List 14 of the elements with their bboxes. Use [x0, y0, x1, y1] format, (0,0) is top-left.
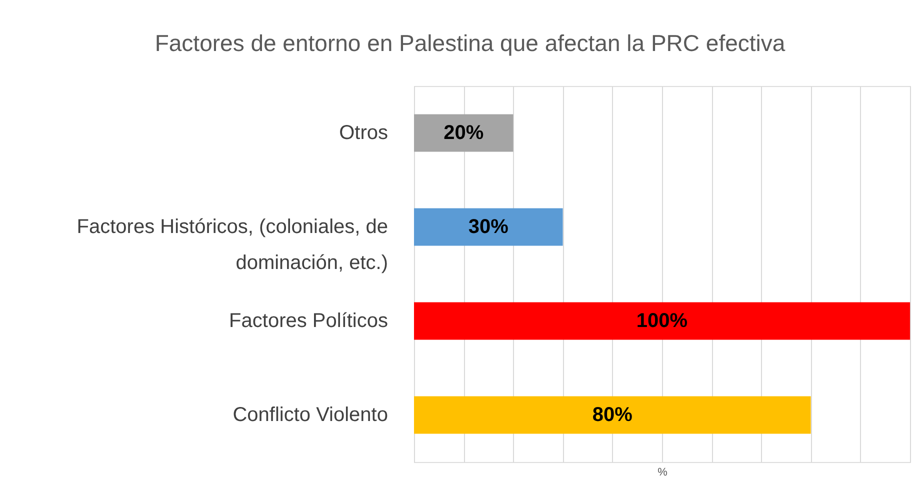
data-label: 20%: [444, 122, 484, 144]
bar: [414, 302, 910, 340]
x-axis-title: %: [658, 466, 668, 478]
data-label: 30%: [468, 216, 509, 238]
bar: [414, 114, 514, 152]
data-label: 80%: [592, 404, 633, 426]
data-label: 100%: [636, 310, 688, 332]
bar: [414, 208, 563, 246]
y-tick-label: Factores Históricos, (coloniales, de dominación, etc.): [76, 216, 388, 274]
bar: [414, 396, 811, 434]
y-tick-label: Otros: [339, 122, 388, 144]
y-tick-label: Factores Políticos: [229, 310, 388, 332]
chart-title: Factores de entorno en Palestina que afectan la PRC efectiva: [154, 30, 786, 56]
y-tick-label: Conflicto Violento: [232, 404, 388, 426]
